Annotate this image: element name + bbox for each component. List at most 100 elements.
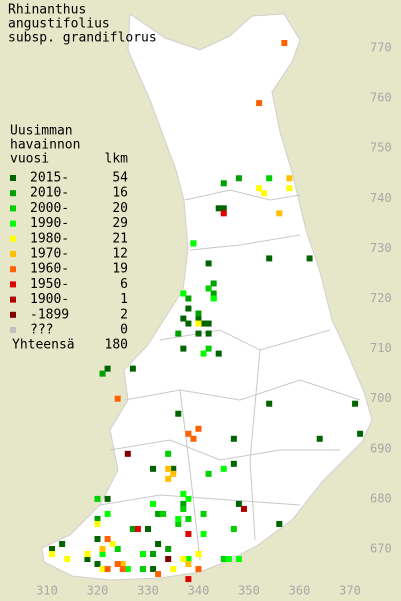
legend-label: ??? <box>30 323 53 338</box>
observation-square <box>104 566 111 573</box>
observation-square <box>99 370 106 377</box>
legend-count-header: lkm <box>105 152 129 167</box>
region-border <box>99 189 361 561</box>
observation-square <box>180 500 187 507</box>
observation-square <box>261 190 268 197</box>
legend-swatch <box>10 281 16 288</box>
observation-square <box>185 530 192 537</box>
observation-square <box>281 39 288 46</box>
observation-square <box>155 540 162 547</box>
observation-square <box>185 430 192 437</box>
observation-square <box>180 556 187 563</box>
observation-square <box>104 495 111 502</box>
legend-label: 1900- <box>30 292 69 307</box>
observation-square <box>235 175 242 182</box>
observation-square <box>195 425 202 432</box>
observation-square <box>225 556 232 563</box>
observation-square <box>129 365 136 372</box>
legend-label: 1960- <box>30 262 69 277</box>
observation-square <box>59 540 66 547</box>
y-tick-label: 700 <box>370 391 392 405</box>
observation-square <box>316 435 323 442</box>
legend-count: 21 <box>112 231 128 246</box>
observation-square <box>210 280 217 287</box>
legend-swatch <box>10 190 16 197</box>
observation-square <box>94 535 101 542</box>
observation-square <box>94 520 101 527</box>
observation-square <box>185 561 192 568</box>
x-tick-label: 340 <box>188 584 210 598</box>
y-tick-label: 730 <box>370 241 392 255</box>
observation-square <box>114 546 121 552</box>
observation-square <box>235 556 242 563</box>
observation-square <box>104 510 111 517</box>
y-tick-label: 670 <box>370 542 392 556</box>
legend-header: Uusimman <box>10 124 73 139</box>
observation-square <box>256 185 263 192</box>
observation-square <box>150 566 157 573</box>
observation-square <box>205 260 212 267</box>
observation-square <box>352 400 359 407</box>
observation-square <box>220 210 227 217</box>
y-tick-label: 690 <box>370 441 392 455</box>
total-count: 180 <box>105 338 128 353</box>
observation-square <box>145 525 151 532</box>
observation-square <box>190 435 197 442</box>
legend-swatch <box>10 220 16 227</box>
observation-square <box>170 566 177 573</box>
legend-swatch <box>10 205 16 212</box>
legend-header: vuosi <box>10 152 49 167</box>
observation-square <box>165 465 172 472</box>
observation-square <box>195 315 202 322</box>
y-tick-label: 720 <box>370 291 392 305</box>
observation-square <box>195 330 202 337</box>
y-tick-label: 740 <box>370 191 392 205</box>
legend-count: 19 <box>112 262 128 277</box>
observation-square <box>240 505 247 512</box>
observation-square <box>180 315 187 322</box>
observation-square <box>205 345 212 352</box>
observation-square <box>119 561 126 568</box>
observation-square <box>180 505 187 512</box>
title-line: angustifolius <box>8 17 110 32</box>
observation-square <box>185 515 192 522</box>
observation-square <box>215 350 222 357</box>
observation-square <box>155 571 162 578</box>
observation-square <box>357 430 364 437</box>
observation-square <box>155 510 162 517</box>
observation-square <box>205 330 212 337</box>
observation-square <box>165 546 172 552</box>
y-tick-label: 750 <box>370 141 392 155</box>
observation-square <box>266 400 273 407</box>
observation-square <box>220 180 227 187</box>
legend-label: 2010- <box>30 186 69 201</box>
observation-square <box>165 475 172 482</box>
x-tick-label: 310 <box>36 584 58 598</box>
axis-ticks: 310 320 330 340 350 360 370 670 680 690 700 710 720 7… <box>36 41 392 598</box>
legend-swatch <box>10 266 16 273</box>
observation-square <box>119 566 126 573</box>
x-tick-label: 370 <box>339 584 361 598</box>
observation-square <box>195 320 202 327</box>
observation-square <box>256 100 263 107</box>
legend-count: 2 <box>120 307 128 322</box>
observation-square <box>170 465 177 472</box>
observation-square <box>49 546 56 552</box>
title-line: subsp. grandiflorus <box>8 31 157 46</box>
observation-square <box>210 295 217 302</box>
observation-square <box>170 470 177 477</box>
observation-square <box>124 566 131 573</box>
x-tick-label: 360 <box>289 584 311 598</box>
observation-square <box>139 551 146 558</box>
observation-square <box>220 205 227 212</box>
observation-square <box>160 510 167 517</box>
observation-square <box>94 515 101 522</box>
observation-square <box>124 450 131 457</box>
observation-square <box>230 435 237 442</box>
observation-square <box>99 551 106 558</box>
observation-square <box>185 305 192 312</box>
observation-square <box>114 561 121 568</box>
observation-square <box>195 310 202 317</box>
observation-square <box>64 556 71 563</box>
observation-square <box>94 561 101 568</box>
